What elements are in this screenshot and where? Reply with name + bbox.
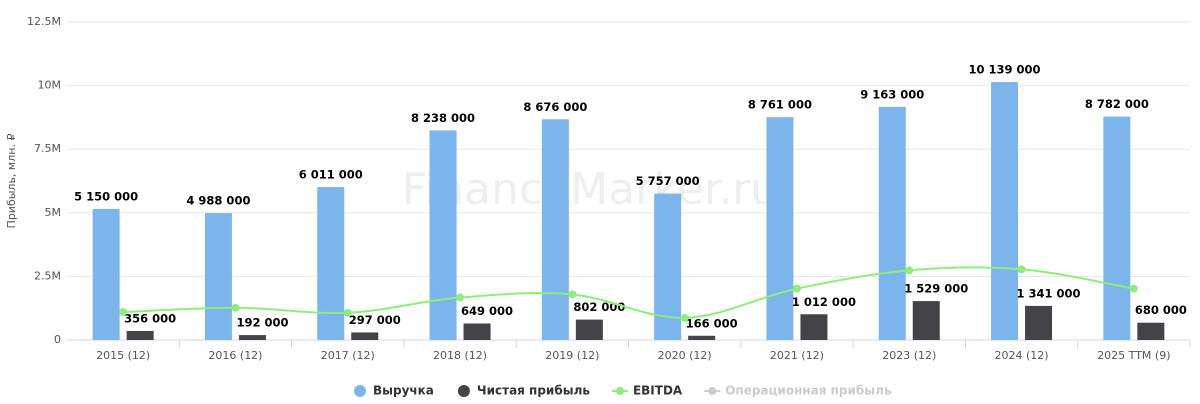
y-tick-label: 0 [54,333,61,346]
data-label: 192 000 [236,316,288,330]
line-point [680,313,689,322]
watermark: FinanceMarker.ru [402,164,778,215]
data-label: 1 012 000 [792,295,856,309]
data-label: 8 676 000 [523,100,587,114]
data-label: 166 000 [686,316,738,330]
data-label: 1 529 000 [904,282,968,296]
x-tick-label: 2023 (12) [882,349,936,362]
x-tick-label: 2019 (12) [545,349,599,362]
x-tick-label: 2020 (12) [658,349,712,362]
line [123,266,1135,319]
line-point [792,284,801,293]
bar [1103,116,1131,340]
line-point [905,266,914,275]
bar [766,117,794,340]
bar [688,335,716,340]
data-label: 356 000 [124,311,176,325]
data-label: 802 000 [573,300,625,314]
bar [575,319,603,340]
y-tick-label: 5M [45,206,62,219]
legend-swatch [457,385,470,397]
legend-label[interactable]: Операционная прибыль [725,384,892,398]
x-tick-label: 2024 (12) [995,349,1049,362]
bar [317,187,345,340]
bar [204,213,232,340]
data-label: 5 757 000 [636,174,700,188]
bar [1137,322,1165,340]
line-point [456,293,465,302]
legend-swatch [354,385,366,397]
data-label: 4 988 000 [186,194,250,208]
bar [912,301,940,340]
bar [92,208,120,340]
legend-label[interactable]: Чистая прибыль [477,384,590,398]
line-point [1129,284,1138,293]
data-label: 297 000 [349,313,401,327]
y-tick-label: 7.5M [34,142,61,155]
bar [1025,305,1053,340]
line-point [343,308,352,317]
bar [463,323,491,340]
y-tick-label: 2.5M [34,269,61,282]
data-label: 680 000 [1135,303,1187,317]
bar [800,314,828,340]
bar [351,332,379,340]
line-point [119,308,128,317]
legend-label[interactable]: Выручка [373,384,434,398]
x-tick-label: 2018 (12) [433,349,487,362]
x-tick-label: 2016 (12) [208,349,262,362]
data-label: 6 011 000 [299,168,363,182]
data-label: 10 139 000 [969,63,1041,77]
x-tick-label: 2021 (12) [770,349,824,362]
x-tick-label: 2025 TTM (9) [1097,349,1170,362]
y-tick-label: 10M [38,79,62,92]
data-label: 8 238 000 [411,111,475,125]
legend-swatch [708,387,717,395]
data-label: 8 782 000 [1085,97,1149,111]
bar [429,130,457,340]
line-point [568,290,577,299]
data-label: 649 000 [461,304,513,318]
line-point [231,303,240,312]
data-label: 5 150 000 [74,189,138,203]
bar [126,330,154,340]
y-tick-label: 12.5M [27,15,61,28]
bar [541,119,569,340]
bar [991,82,1019,340]
line-point [1017,265,1026,274]
data-label: 8 761 000 [748,98,812,112]
x-tick-label: 2015 (12) [96,349,150,362]
legend-label[interactable]: EBITDA [633,384,683,398]
y-axis-label: Прибыль, млн. ₽ [5,134,18,229]
data-label: 9 163 000 [860,87,924,101]
bar [878,106,906,340]
data-label: 1 341 000 [1017,286,1081,300]
legend-swatch [615,387,624,395]
x-tick-label: 2017 (12) [321,349,375,362]
bar [238,335,266,340]
